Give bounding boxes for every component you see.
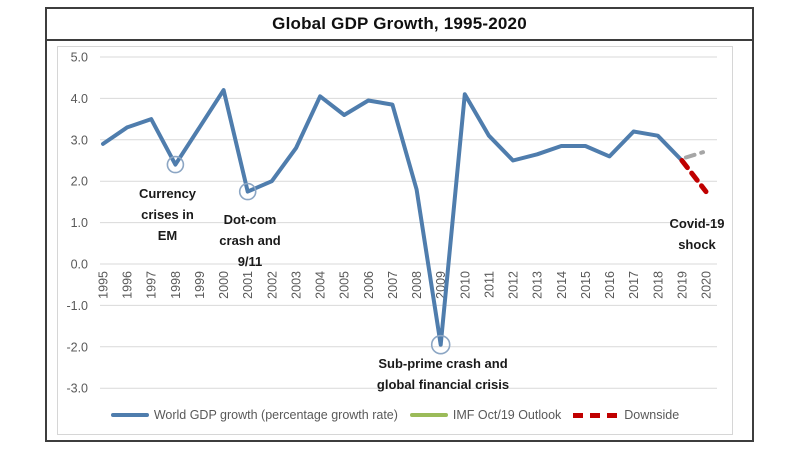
legend-label-downside: Downside <box>624 408 680 422</box>
annotation-dotcom-crash: Dot-com crash and 9/11 <box>219 212 281 269</box>
legend-label-world-gdp: World GDP growth (percentage growth rate… <box>153 408 398 422</box>
legend-item-imf-outlook: IMF Oct/19 Outlook <box>409 408 562 422</box>
legend-label-imf-outlook: IMF Oct/19 Outlook <box>452 408 562 422</box>
annotation-subprime-crisis: Sub-prime crash and global financial cri… <box>376 356 510 392</box>
title-bar: Global GDP Growth, 1995-2020 <box>47 9 752 41</box>
legend-item-downside: Downside <box>573 408 679 422</box>
legend-item-world-gdp: World GDP growth (percentage growth rate… <box>110 408 398 422</box>
legend-swatch-downside <box>573 412 620 418</box>
chart-title: Global GDP Growth, 1995-2020 <box>272 14 527 33</box>
chart-legend: World GDP growth (percentage growth rate… <box>57 404 733 426</box>
legend-swatch-imf-outlook <box>409 413 448 417</box>
legend-swatch-world-gdp <box>110 413 149 417</box>
annotation-currency-crises: Currency crises in EM <box>138 186 197 243</box>
annotation-covid-shock: Covid-19 shock <box>669 216 725 252</box>
